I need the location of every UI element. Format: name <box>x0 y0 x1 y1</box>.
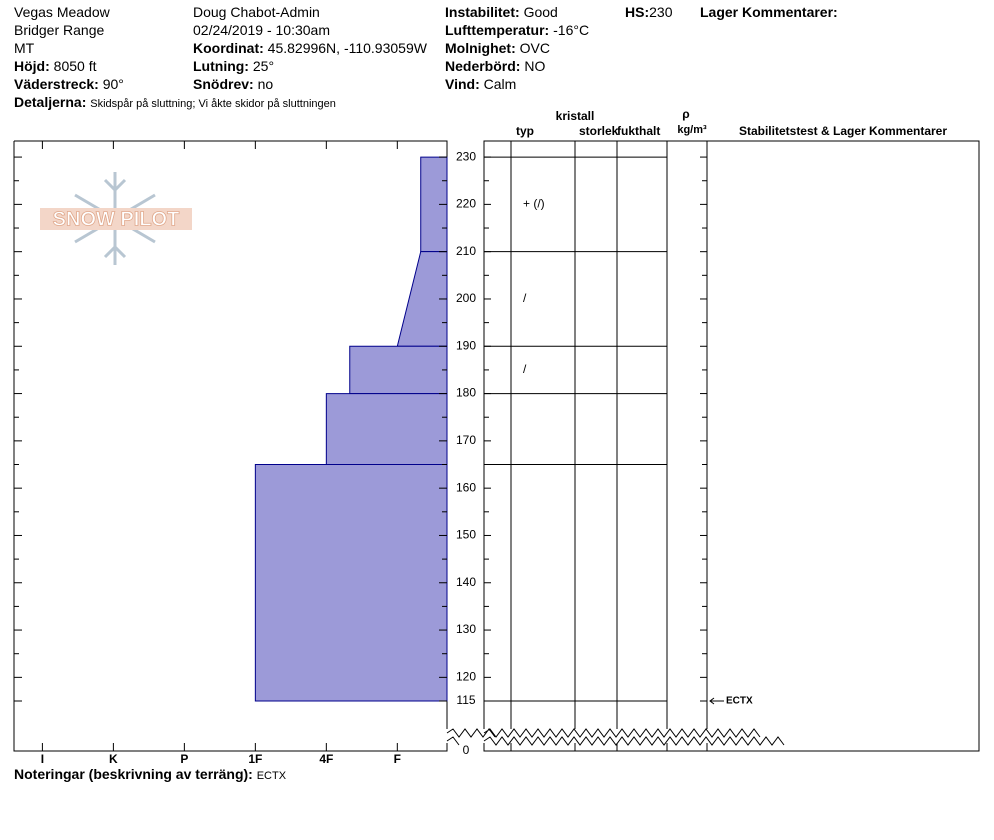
layer-comments-title: Lager Kommentarer: <box>700 4 838 20</box>
y-tick-label: 210 <box>456 244 476 258</box>
header-size: storlek <box>579 124 619 138</box>
x-tick-label: F <box>394 752 401 766</box>
axis-break <box>446 728 785 746</box>
value: 8050 ft <box>53 58 97 74</box>
label: HS: <box>625 4 650 20</box>
y-tick-label: 200 <box>456 291 476 305</box>
y-tick-label: 170 <box>456 433 476 447</box>
value: 230 <box>649 4 673 20</box>
range: Bridger Range <box>14 22 105 38</box>
label: Molnighet: <box>445 40 516 56</box>
observer: Doug Chabot-Admin <box>193 4 320 20</box>
y-tick-label: 140 <box>456 575 476 589</box>
wind: Vind: Calm <box>445 76 516 92</box>
header-density-unit: kg/m³ <box>677 124 707 136</box>
layer <box>254 464 448 702</box>
crystal-symbol: / <box>523 362 527 376</box>
y-tick-label: 115 <box>456 693 475 707</box>
label: Lager Kommentarer: <box>700 4 838 20</box>
y-tick-label: 120 <box>456 670 476 684</box>
label: Lutning: <box>193 58 249 74</box>
y-tick-label: 150 <box>456 528 476 542</box>
y-tick-label: 220 <box>456 197 476 211</box>
location: Vegas Meadow <box>14 4 110 20</box>
label: Nederbörd: <box>445 58 521 74</box>
datetime: 02/24/2019 - 10:30am <box>193 22 330 38</box>
layer <box>349 345 448 395</box>
value: no <box>257 76 274 92</box>
frames <box>13 140 980 752</box>
logo-text: SNOW PILOT <box>53 208 180 230</box>
logo-band <box>40 208 192 230</box>
blowing-snow: Snödrev: no <box>193 76 273 92</box>
x-tick-label: I <box>41 752 44 766</box>
header-type: typ <box>516 124 534 138</box>
elevation: Höjd: 8050 ft <box>14 58 96 74</box>
crystal-symbol: / <box>523 291 527 305</box>
hs: HS:230 <box>625 4 672 20</box>
coordinates: Koordinat: 45.82996N, -110.93059W <box>193 40 427 56</box>
value: 45.82996N, -110.93059W <box>267 40 427 56</box>
layer <box>325 393 448 466</box>
air-temp: Lufttemperatur: -16°C <box>445 22 589 38</box>
x-tick-label: 4F <box>319 752 333 766</box>
value: 90° <box>102 76 124 92</box>
state: MT <box>14 40 35 56</box>
y-tick-label: 180 <box>456 386 476 400</box>
x-tick-label: 1F <box>248 752 262 766</box>
y-tick-label: 130 <box>456 622 476 636</box>
header-moisture: fukthalt <box>617 124 660 138</box>
details: Detaljerna: Skidspår på sluttning; Vi åk… <box>14 94 336 112</box>
header-crystal: kristall <box>556 109 595 123</box>
label: Detaljerna: <box>14 94 87 110</box>
header-density: ρ <box>682 107 689 121</box>
label: Snödrev: <box>193 76 254 92</box>
label: Lufttemperatur: <box>445 22 550 38</box>
value: 25° <box>252 58 275 74</box>
crystal-symbol: + (/) <box>523 197 545 211</box>
value: NO <box>524 58 546 74</box>
value: Good <box>523 4 558 20</box>
aspect: Väderstreck: 90° <box>14 76 124 92</box>
label: Instabilitet: <box>445 4 520 20</box>
x-tick-label: K <box>109 752 118 766</box>
y-tick-label: 0 <box>463 743 470 757</box>
column-headers: kristall typ storlek fukthalt ρ kg/m³ St… <box>516 107 947 138</box>
y-tick-label: 190 <box>456 338 476 352</box>
test-label: ECTX <box>726 696 753 707</box>
slope: Lutning: 25° <box>193 58 274 74</box>
label: Noteringar (beskrivning av terräng): <box>14 766 253 782</box>
test-arrow <box>709 697 724 705</box>
label: Höjd: <box>14 58 50 74</box>
header-tests: Stabilitetstest & Lager Kommentarer <box>739 124 947 138</box>
value: OVC <box>519 40 550 56</box>
instability: Instabilitet: Good <box>445 4 558 20</box>
label: Väderstreck: <box>14 76 99 92</box>
footer: Noteringar (beskrivning av terräng): ECT… <box>14 766 286 784</box>
y-tick-label: 160 <box>456 480 476 494</box>
value: -16°C <box>553 22 590 38</box>
value: Skidspår på sluttning; Vi åkte skidor på… <box>90 98 336 110</box>
sky: Molnighet: OVC <box>445 40 550 56</box>
y-tick-label: 230 <box>456 149 476 163</box>
value: ECTX <box>256 770 287 782</box>
label: Koordinat: <box>193 40 264 56</box>
label: Vind: <box>445 76 480 92</box>
x-tick-label: P <box>180 752 188 766</box>
value: Calm <box>483 76 517 92</box>
precip: Nederbörd: NO <box>445 58 545 74</box>
